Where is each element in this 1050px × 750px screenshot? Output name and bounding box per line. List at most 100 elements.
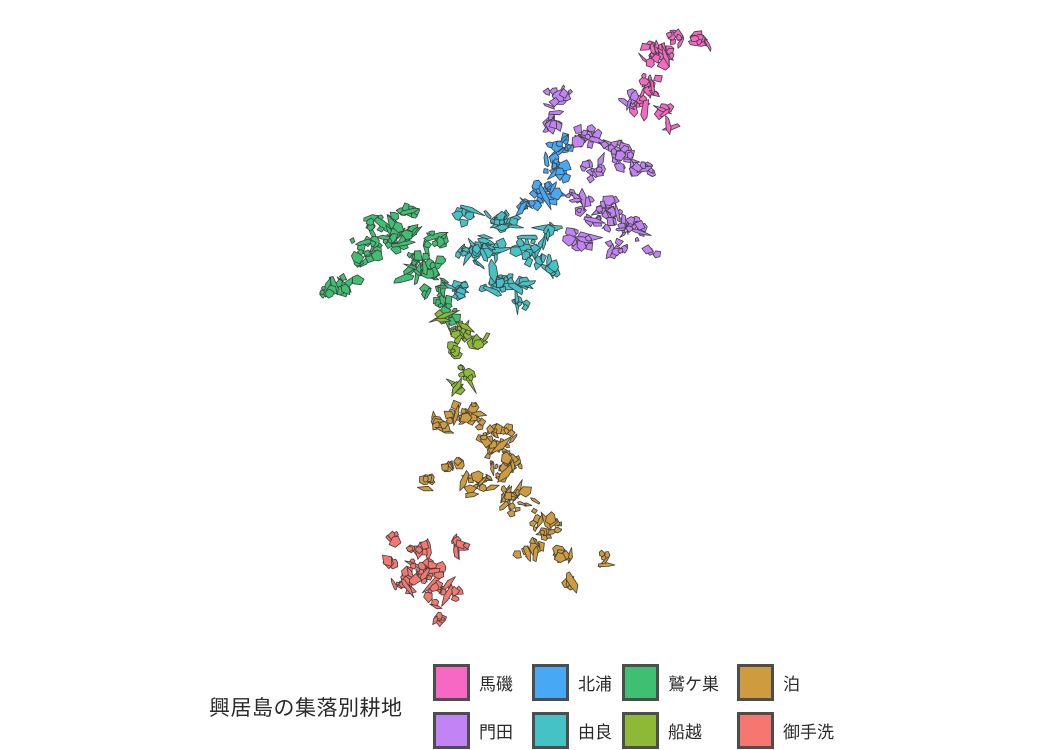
parcel xyxy=(370,249,384,262)
parcel xyxy=(389,211,400,222)
parcel xyxy=(532,538,540,549)
legend-title: 興居島の集落別耕地 xyxy=(209,697,403,720)
parcel xyxy=(499,286,507,293)
parcel xyxy=(406,251,413,259)
parcel xyxy=(508,502,516,510)
region-funakoshi xyxy=(428,309,491,397)
parcel xyxy=(434,255,447,265)
parcel xyxy=(545,511,556,525)
parcel xyxy=(482,285,503,297)
parcel xyxy=(488,258,499,284)
parcel xyxy=(413,250,423,262)
parcel xyxy=(452,404,460,426)
parcel xyxy=(411,211,418,219)
parcel xyxy=(464,491,480,499)
parcel xyxy=(543,103,555,110)
parcel xyxy=(568,197,583,203)
parcel xyxy=(459,412,473,423)
parcel xyxy=(553,552,567,564)
parcel xyxy=(479,434,488,441)
parcel xyxy=(392,221,405,233)
parcel xyxy=(340,283,351,296)
parcel xyxy=(457,325,463,331)
parcel xyxy=(429,603,443,610)
parcel xyxy=(620,244,628,254)
parcel xyxy=(548,181,557,195)
parcel xyxy=(539,529,545,536)
parcel xyxy=(482,332,491,343)
parcel xyxy=(661,43,670,68)
parcel xyxy=(460,407,467,414)
parcel xyxy=(517,501,527,506)
parcel xyxy=(439,420,449,430)
parcel xyxy=(625,216,636,225)
parcel xyxy=(491,430,500,439)
parcel xyxy=(600,140,610,150)
parcel xyxy=(451,377,462,397)
parcel xyxy=(553,158,559,165)
parcel xyxy=(405,545,414,552)
parcel xyxy=(429,582,440,592)
parcel xyxy=(641,72,647,79)
parcel xyxy=(400,229,413,240)
parcel xyxy=(614,202,621,223)
parcel xyxy=(584,133,592,141)
parcel xyxy=(625,225,634,233)
parcel xyxy=(639,42,651,51)
parcel xyxy=(532,526,538,532)
parcel xyxy=(351,274,365,286)
parcel xyxy=(431,598,440,606)
parcel xyxy=(470,410,488,417)
parcel xyxy=(460,204,486,217)
parcel xyxy=(451,293,458,300)
parcel xyxy=(477,474,488,487)
parcel xyxy=(437,303,445,309)
parcel xyxy=(668,52,675,61)
region-kitaura xyxy=(515,132,577,217)
parcel xyxy=(423,287,432,301)
parcel xyxy=(595,205,603,213)
parcel xyxy=(450,348,456,353)
parcel xyxy=(349,237,356,244)
parcel xyxy=(532,545,539,563)
parcel xyxy=(436,235,446,248)
parcel xyxy=(565,571,579,594)
parcel xyxy=(455,539,465,550)
parcel xyxy=(419,539,430,550)
parcel xyxy=(423,239,433,249)
parcel xyxy=(548,110,564,116)
parcel xyxy=(578,187,587,212)
parcel xyxy=(495,237,507,249)
parcel xyxy=(516,234,538,240)
parcel xyxy=(665,115,672,136)
parcel xyxy=(451,210,464,221)
parcel xyxy=(389,233,399,244)
parcel xyxy=(463,484,478,495)
parcel xyxy=(472,339,485,350)
parcel xyxy=(462,375,468,381)
parcel xyxy=(450,595,460,602)
parcel xyxy=(566,144,572,150)
parcel xyxy=(415,546,424,555)
parcel xyxy=(355,238,374,246)
parcel xyxy=(412,268,422,277)
parcel xyxy=(619,231,627,238)
parcel xyxy=(434,317,452,323)
parcel xyxy=(614,237,624,247)
parcel xyxy=(490,460,495,477)
parcel xyxy=(615,227,626,232)
parcel xyxy=(490,436,512,454)
parcel xyxy=(543,151,550,168)
parcel xyxy=(410,562,417,570)
parcel xyxy=(426,575,433,581)
parcel xyxy=(319,289,326,296)
parcel xyxy=(364,255,375,264)
parcel xyxy=(462,542,471,550)
parcel xyxy=(422,260,429,276)
parcel xyxy=(489,218,495,224)
parcel xyxy=(548,97,560,108)
parcel xyxy=(447,460,454,472)
parcel xyxy=(461,337,468,343)
parcel xyxy=(640,99,649,122)
